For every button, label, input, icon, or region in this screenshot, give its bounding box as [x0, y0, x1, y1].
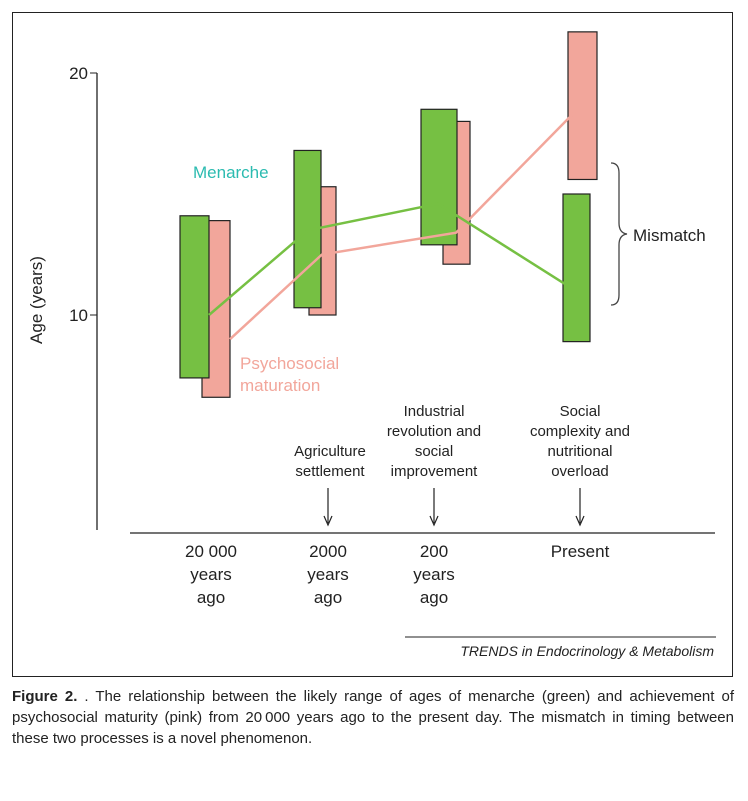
- arrow-head-icon: [429, 515, 439, 527]
- mismatch-label: Mismatch: [633, 226, 706, 245]
- y-tick-label: 10: [69, 306, 88, 325]
- menarche-line: [208, 202, 569, 316]
- arrow-head-icon: [323, 515, 333, 527]
- menarche-label: Menarche: [193, 163, 269, 182]
- psychosocial-label: maturation: [240, 376, 320, 395]
- chart: 10 20 Age (years) Menarche Psychosocial matur…: [27, 31, 716, 659]
- x-tick-label: ago: [420, 588, 448, 607]
- event-label: social: [415, 443, 453, 460]
- x-tick-label: years: [307, 565, 349, 584]
- x-tick-label: years: [413, 565, 455, 584]
- y-axis-label: Age (years): [27, 256, 46, 344]
- psychosocial-label: Psychosocial: [240, 354, 339, 373]
- x-tick-label: Present: [551, 542, 610, 561]
- y-tick-label: 20: [69, 64, 88, 83]
- menarche-bar: [562, 193, 591, 343]
- x-tick-label: ago: [197, 588, 225, 607]
- psychosocial-line: [229, 110, 576, 341]
- x-tick-label: 2000: [309, 542, 347, 561]
- figure-caption: Figure 2. . The relationship between the…: [12, 686, 734, 749]
- event-label: complexity and: [530, 423, 630, 440]
- caption-label: Figure 2.: [12, 688, 78, 705]
- event-label: Social: [560, 403, 601, 420]
- event-label: Industrial: [404, 403, 465, 420]
- event-label: improvement: [391, 463, 479, 480]
- psychosocial-bar: [567, 31, 598, 181]
- arrow-head-icon: [575, 515, 585, 527]
- mismatch-brace: [610, 162, 628, 306]
- x-tick-label: ago: [314, 588, 342, 607]
- event-label: revolution and: [387, 423, 481, 440]
- figure-frame: [12, 12, 733, 677]
- event-label: Agriculture: [294, 443, 366, 460]
- caption-text: . The relationship between the likely ra…: [12, 688, 734, 747]
- event-label: nutritional: [547, 443, 612, 460]
- event-label: overload: [551, 463, 609, 480]
- event-label: settlement: [295, 463, 365, 480]
- menarche-bar: [179, 215, 210, 379]
- x-tick-label: years: [190, 565, 232, 584]
- x-tick-label: 20 000: [185, 542, 237, 561]
- source-label: TRENDS in Endocrinology & Metabolism: [460, 643, 714, 659]
- x-tick-label: 200: [420, 542, 448, 561]
- menarche-bar: [420, 108, 458, 246]
